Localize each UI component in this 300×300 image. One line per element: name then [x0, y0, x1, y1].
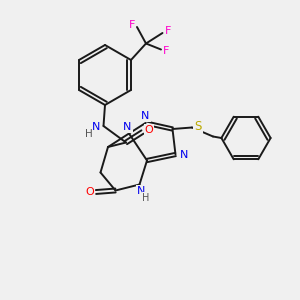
Text: H: H: [142, 193, 150, 203]
Text: O: O: [85, 187, 94, 197]
Text: F: F: [163, 46, 170, 56]
Text: N: N: [137, 186, 145, 196]
Text: N: N: [180, 149, 188, 160]
Text: F: F: [128, 20, 135, 31]
Text: F: F: [165, 26, 171, 37]
Text: H: H: [85, 129, 92, 140]
Text: S: S: [194, 120, 202, 134]
Text: N: N: [141, 111, 150, 122]
Text: N: N: [123, 122, 132, 133]
Text: N: N: [92, 122, 100, 133]
Text: O: O: [145, 124, 154, 135]
